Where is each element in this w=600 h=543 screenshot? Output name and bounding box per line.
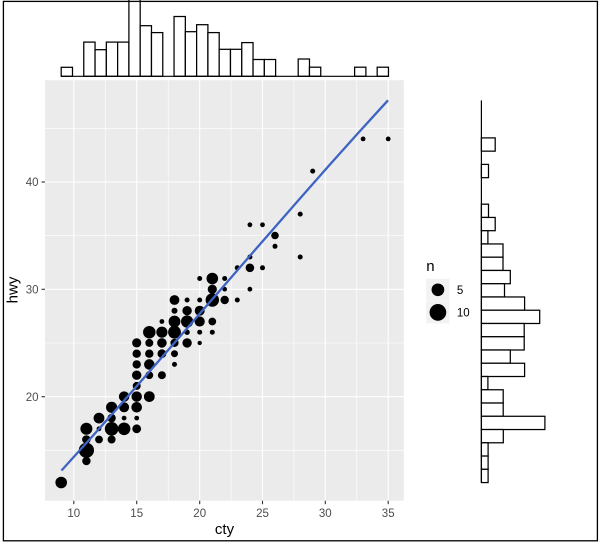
svg-text:10: 10 [457, 308, 470, 320]
svg-text:30: 30 [319, 508, 332, 520]
svg-text:40: 40 [26, 177, 39, 189]
svg-text:15: 15 [130, 508, 143, 520]
svg-text:20: 20 [193, 508, 206, 520]
svg-text:35: 35 [382, 508, 395, 520]
svg-text:hwy: hwy [4, 276, 21, 303]
svg-text:10: 10 [67, 508, 80, 520]
svg-text:30: 30 [26, 285, 39, 297]
svg-text:n: n [426, 258, 434, 275]
svg-text:5: 5 [457, 285, 463, 297]
svg-text:cty: cty [215, 521, 235, 538]
svg-text:25: 25 [256, 508, 269, 520]
svg-text:20: 20 [26, 392, 39, 404]
